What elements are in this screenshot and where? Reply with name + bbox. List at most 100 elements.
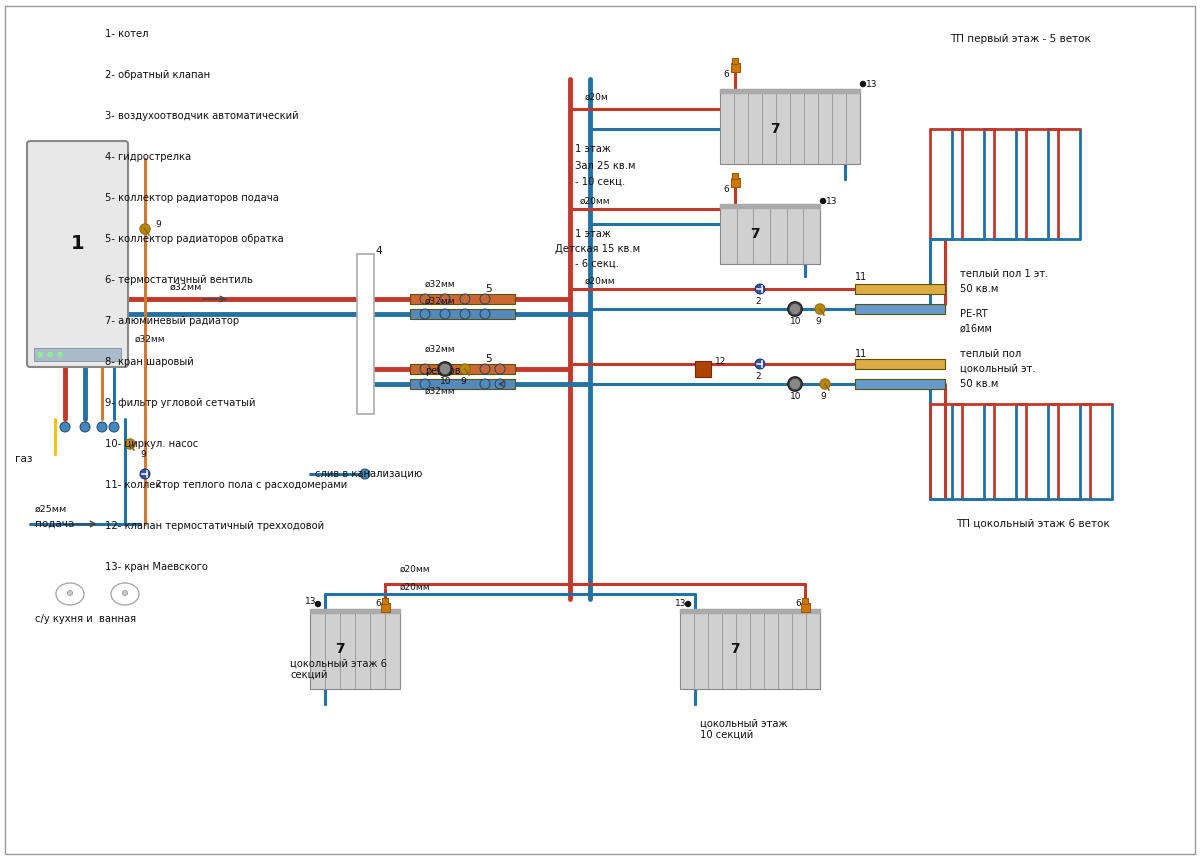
Text: 6- термостатичный вентиль: 6- термостатичный вентиль [106, 275, 253, 285]
Circle shape [420, 309, 430, 319]
Text: ø20мм: ø20мм [400, 582, 431, 592]
Circle shape [460, 364, 470, 375]
Text: ø32мм: ø32мм [425, 296, 456, 306]
Text: 6: 6 [724, 185, 728, 193]
Text: 7: 7 [750, 227, 760, 241]
Bar [410, 294, 515, 304]
Text: 13- кран Маевского: 13- кран Маевского [106, 562, 208, 572]
Bar [720, 89, 860, 164]
Text: ø32мм: ø32мм [425, 344, 456, 354]
Text: 10: 10 [790, 392, 802, 400]
Circle shape [316, 601, 320, 606]
Text: 4: 4 [376, 246, 382, 256]
Circle shape [460, 309, 470, 319]
Text: ø20м: ø20м [586, 93, 608, 101]
Bar [720, 204, 820, 264]
Text: 11: 11 [856, 349, 868, 359]
Text: ø32мм: ø32мм [170, 283, 203, 291]
Text: 1 этаж: 1 этаж [575, 229, 611, 239]
Text: 5: 5 [485, 284, 492, 294]
Circle shape [97, 422, 107, 432]
Text: 9: 9 [815, 316, 821, 326]
Text: 9: 9 [460, 376, 466, 386]
Circle shape [438, 362, 452, 376]
Text: ø32мм: ø32мм [425, 279, 456, 289]
Text: 50 кв.м: 50 кв.м [960, 379, 998, 389]
Circle shape [480, 294, 490, 304]
Text: 5: 5 [485, 354, 492, 364]
Bar [800, 602, 810, 612]
Text: 5- коллектор радиаторов подача: 5- коллектор радиаторов подача [106, 193, 278, 203]
Text: ТП цокольный этаж 6 веток: ТП цокольный этаж 6 веток [956, 519, 1110, 529]
Bar [732, 58, 738, 64]
Circle shape [125, 439, 136, 449]
Text: 10: 10 [790, 316, 802, 326]
Circle shape [440, 364, 450, 374]
Text: 4- гидрострелка: 4- гидрострелка [106, 152, 191, 162]
Bar [731, 178, 739, 186]
Text: цокольный этаж 6
секций: цокольный этаж 6 секций [290, 658, 388, 679]
Circle shape [38, 353, 42, 356]
Text: ø20мм: ø20мм [580, 197, 611, 205]
Bar [382, 598, 388, 604]
Text: 12- клапан термостатичный трехходовой: 12- клапан термостатичный трехходовой [106, 521, 324, 531]
Text: Детская 15 кв.м: Детская 15 кв.м [556, 244, 640, 254]
Circle shape [755, 359, 766, 369]
Text: 1 этаж: 1 этаж [575, 144, 611, 154]
Text: 6: 6 [796, 600, 800, 608]
Circle shape [59, 353, 62, 356]
Text: 2- обратный клапан: 2- обратный клапан [106, 70, 210, 80]
Circle shape [420, 364, 430, 374]
Circle shape [80, 422, 90, 432]
Circle shape [440, 294, 450, 304]
Bar [856, 284, 946, 294]
Text: 50 кв.м: 50 кв.м [960, 284, 998, 294]
Text: ø25мм: ø25мм [35, 504, 67, 514]
Circle shape [791, 380, 799, 388]
Ellipse shape [112, 583, 139, 605]
Bar [380, 602, 390, 612]
Text: 10: 10 [440, 376, 451, 386]
Bar [410, 309, 515, 319]
Text: 2: 2 [755, 296, 761, 306]
Text: подача: подача [35, 519, 74, 529]
Circle shape [820, 379, 830, 389]
Text: 5- коллектор радиаторов обратка: 5- коллектор радиаторов обратка [106, 234, 283, 244]
Text: 11: 11 [856, 272, 868, 282]
Text: 2: 2 [755, 371, 761, 381]
Text: 9- фильтр угловой сетчатый: 9- фильтр угловой сетчатый [106, 398, 256, 408]
Circle shape [360, 469, 370, 479]
Circle shape [821, 198, 826, 204]
FancyBboxPatch shape [28, 141, 128, 367]
Circle shape [685, 601, 690, 606]
Circle shape [860, 82, 865, 87]
Text: 10- циркул. насос: 10- циркул. насос [106, 439, 198, 449]
Circle shape [496, 364, 505, 374]
Circle shape [60, 422, 70, 432]
Bar [34, 348, 121, 361]
Text: резерв: резерв [425, 366, 461, 376]
Bar [410, 379, 515, 389]
Text: ø32мм: ø32мм [136, 334, 166, 344]
Ellipse shape [56, 583, 84, 605]
Text: 9: 9 [820, 392, 826, 400]
Text: теплый пол 1 эт.: теплый пол 1 эт. [960, 269, 1049, 279]
Text: ø20мм: ø20мм [400, 564, 431, 574]
Text: 7: 7 [770, 122, 780, 136]
Text: 3- воздухоотводчик автоматический: 3- воздухоотводчик автоматический [106, 111, 299, 121]
Text: - 10 секц.: - 10 секц. [575, 177, 625, 187]
Text: 9: 9 [155, 220, 161, 228]
Text: ø20мм: ø20мм [586, 277, 616, 285]
Circle shape [788, 302, 803, 316]
Text: газ: газ [16, 454, 32, 464]
Circle shape [815, 304, 826, 314]
Text: 9: 9 [140, 449, 145, 459]
Circle shape [48, 353, 52, 356]
Text: Зал 25 кв.м: Зал 25 кв.м [575, 161, 636, 171]
Text: 7- алюминевый радиатор: 7- алюминевый радиатор [106, 316, 239, 326]
Text: 7: 7 [335, 642, 344, 656]
Circle shape [440, 309, 450, 319]
Text: ø16мм: ø16мм [960, 324, 992, 334]
Bar [720, 204, 820, 208]
Text: 1: 1 [71, 234, 84, 253]
